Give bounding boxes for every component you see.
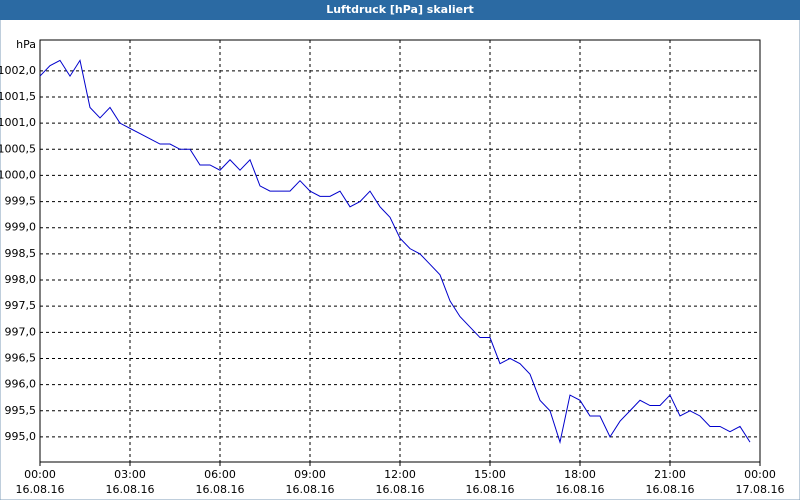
x-tick-label: 09:00: [294, 468, 326, 481]
x-tick-label: 00:00: [24, 468, 56, 481]
x-tick-date: 16.08.16: [466, 483, 515, 496]
x-tick-label: 03:00: [114, 468, 146, 481]
title-bar: [0, 0, 800, 20]
x-tick-label: 06:00: [204, 468, 236, 481]
y-tick-label: 996,5: [5, 351, 37, 364]
x-tick-label: 12:00: [384, 468, 416, 481]
y-tick-label: 995,0: [5, 430, 37, 443]
y-tick-label: 1001,0: [0, 116, 36, 129]
chart-title: Luftdruck [hPa] skaliert: [326, 3, 474, 16]
y-unit: hPa: [16, 38, 36, 51]
x-tick-date: 16.08.16: [556, 483, 605, 496]
y-tick-label: 995,5: [5, 404, 37, 417]
x-tick-date: 16.08.16: [646, 483, 695, 496]
y-tick-label: 997,0: [5, 325, 37, 338]
y-tick-label: 996,0: [5, 378, 37, 391]
y-tick-label: 1000,0: [0, 168, 36, 181]
y-tick-label: 999,0: [5, 221, 37, 234]
y-tick-label: 998,5: [5, 247, 37, 260]
x-tick-label: 15:00: [474, 468, 506, 481]
x-tick-date: 16.08.16: [286, 483, 335, 496]
x-tick-date: 16.08.16: [106, 483, 155, 496]
y-tick-label: 998,0: [5, 273, 37, 286]
y-tick-label: 997,5: [5, 299, 37, 312]
data-line: [39, 59, 751, 445]
x-tick-label: 00:00: [744, 468, 776, 481]
y-tick-label: 1002,0: [0, 64, 36, 77]
y-tick-label: 1001,5: [0, 90, 36, 103]
x-tick-label: 21:00: [654, 468, 686, 481]
y-tick-label: 999,5: [5, 195, 37, 208]
x-tick-date: 16.08.16: [196, 483, 245, 496]
x-tick-date: 16.08.16: [376, 483, 425, 496]
x-tick-label: 18:00: [564, 468, 596, 481]
x-tick-date: 16.08.16: [16, 483, 65, 496]
y-tick-label: 1000,5: [0, 142, 36, 155]
x-tick-date: 17.08.16: [736, 483, 785, 496]
